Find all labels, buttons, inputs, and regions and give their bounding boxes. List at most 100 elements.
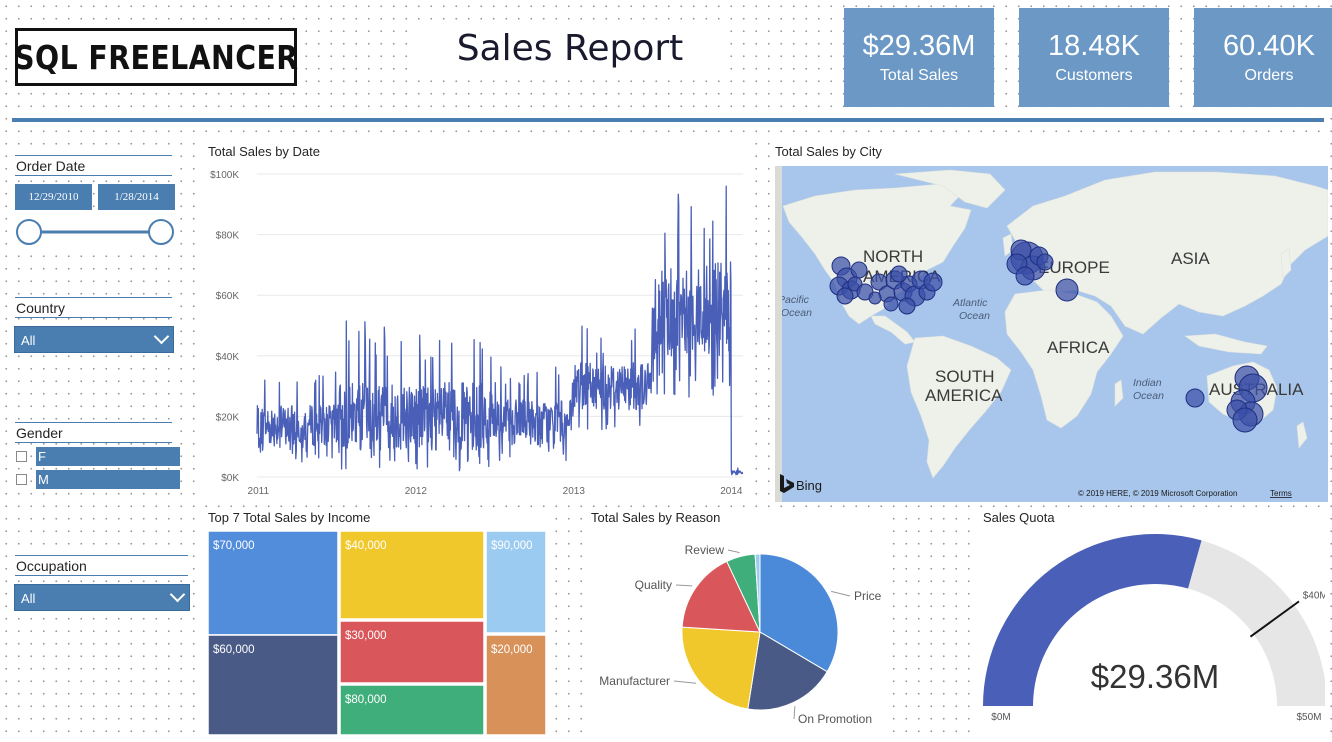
- pie-leader-line: [727, 549, 740, 554]
- sales-line-series[interactable]: [256, 185, 744, 476]
- header-divider: [12, 118, 1324, 122]
- kpi-value: 18.48K: [1048, 30, 1140, 62]
- gender-option-label: M: [36, 470, 180, 489]
- pie-leader-line: [793, 706, 796, 720]
- pie-slice[interactable]: [754, 553, 761, 633]
- indonesia-shape: [1184, 333, 1268, 355]
- pie-slice-label: Review: [685, 543, 725, 557]
- city-bubble[interactable]: [1036, 253, 1054, 271]
- south-america-shape: [906, 335, 1012, 479]
- total-sales-by-date-chart[interactable]: $0K $20K $40K $60K $80K $100K 2011 2012 2013 2014: [205, 162, 750, 502]
- city-bubble[interactable]: [898, 297, 916, 315]
- gender-slicer-title: Gender: [15, 422, 172, 443]
- x-tick-label: 2014: [720, 486, 743, 497]
- map-copyright: © 2019 HERE, © 2019 Microsoft Corporatio…: [1078, 489, 1237, 498]
- africa-shape: [1004, 289, 1124, 429]
- kpi-label: Customers: [1055, 67, 1133, 84]
- checkbox[interactable]: [16, 451, 27, 462]
- japan-shape: [1280, 247, 1292, 279]
- map-land: [782, 169, 1328, 479]
- sales-by-reason-pie[interactable]: Price On Promotion Manufacturer Quality Revi…: [588, 528, 888, 738]
- pie-slice[interactable]: [747, 631, 828, 711]
- treemap-tile-label: $70,000: [213, 540, 255, 552]
- y-tick-label: $100K: [210, 170, 239, 181]
- pie-leader-line: [675, 584, 693, 587]
- city-bubble[interactable]: [883, 296, 899, 312]
- gauge-fill: [983, 534, 1202, 706]
- line-chart-title: Total Sales by Date: [208, 144, 321, 159]
- kpi-orders: 60.40K Orders: [1194, 8, 1332, 107]
- y-tick-label: $80K: [216, 231, 240, 242]
- city-bubble[interactable]: [836, 287, 854, 305]
- occupation-dropdown[interactable]: All: [14, 584, 190, 611]
- kpi-label: Total Sales: [879, 67, 959, 84]
- gauge-target-label: $40M: [1303, 590, 1325, 601]
- treemap-tile-label: $80,000: [345, 694, 387, 706]
- map-terms-link[interactable]: Terms: [1270, 489, 1292, 498]
- pie-slice[interactable]: [759, 553, 839, 673]
- map-label-indian-1: Indian: [1133, 377, 1162, 389]
- treemap-tile[interactable]: [339, 531, 485, 620]
- slider-end-handle[interactable]: [148, 219, 174, 245]
- order-date-slicer-title: Order Date: [15, 155, 172, 176]
- map-label-pacific-1: Pacific: [778, 294, 810, 306]
- city-bubble[interactable]: [868, 291, 882, 305]
- gauge-target-marker: [1249, 600, 1300, 638]
- country-dropdown[interactable]: All: [14, 326, 174, 353]
- pie-leader-line: [831, 590, 851, 597]
- logo: SQL FREELANCER: [13, 28, 299, 86]
- map-label-indian-2: Ocean: [1133, 390, 1164, 402]
- gender-option-f[interactable]: F: [15, 447, 180, 466]
- income-treemap[interactable]: $70,000 $60,000 $40,000 $30,000 $80,000 $90,0…: [208, 531, 548, 736]
- greenland-shape: [894, 169, 1006, 209]
- kpi-label: Orders: [1244, 67, 1294, 84]
- chevron-down-icon: [169, 586, 186, 603]
- treemap-tile-label: $90,000: [491, 540, 533, 552]
- pie-slice[interactable]: [681, 560, 761, 633]
- chevron-down-icon: [153, 328, 170, 345]
- gender-option-m[interactable]: M: [15, 470, 180, 489]
- logo-text: SQL FREELANCER: [13, 37, 299, 77]
- total-sales-by-city-map[interactable]: NORTH AMERICA EUROPE ASIA AFRICA SOUTH A…: [775, 166, 1328, 502]
- start-date-input[interactable]: 12/29/2010: [15, 184, 92, 210]
- date-range-slider[interactable]: [12, 214, 180, 250]
- treemap-tile[interactable]: [485, 634, 547, 736]
- treemap-tile[interactable]: [208, 531, 339, 636]
- treemap-tile-label: $40,000: [345, 540, 387, 552]
- checkbox[interactable]: [16, 474, 27, 485]
- pie-slice[interactable]: [681, 626, 761, 710]
- x-tick-label: 2012: [405, 486, 428, 497]
- slider-start-handle[interactable]: [16, 219, 42, 245]
- city-bubble[interactable]: [1185, 388, 1205, 408]
- city-bubble[interactable]: [1232, 407, 1258, 433]
- bing-logo: Bing: [780, 474, 822, 493]
- city-bubble[interactable]: [1015, 266, 1035, 286]
- treemap-tile[interactable]: [485, 531, 547, 634]
- map-label-asia: ASIA: [1171, 249, 1210, 268]
- treemap-tile[interactable]: [339, 620, 485, 684]
- pie-slice-label: On Promotion: [798, 712, 872, 726]
- gender-option-label: F: [36, 447, 180, 466]
- city-bubble[interactable]: [850, 261, 868, 279]
- map-label-atlantic-1: Atlantic: [952, 297, 988, 309]
- madagascar-shape: [1114, 379, 1124, 407]
- end-date-input[interactable]: 1/28/2014: [98, 184, 175, 210]
- map-title: Total Sales by City: [775, 144, 882, 159]
- treemap-tile-label: $60,000: [213, 644, 255, 656]
- pie-slice-label: Price: [854, 589, 882, 603]
- treemap-tile-label: $30,000: [345, 630, 387, 642]
- map-label-africa: AFRICA: [1047, 338, 1110, 357]
- treemap-tile[interactable]: [339, 684, 485, 736]
- treemap-tile[interactable]: [208, 634, 339, 736]
- city-bubble[interactable]: [923, 272, 943, 292]
- eurasia-shape: [1006, 171, 1328, 335]
- occupation-selected: All: [21, 591, 36, 606]
- country-selected: All: [21, 333, 36, 348]
- x-tick-label: 2013: [563, 486, 586, 497]
- city-bubble[interactable]: [890, 265, 908, 283]
- city-bubble[interactable]: [1055, 278, 1079, 302]
- map-scroll-edge: [775, 166, 782, 502]
- kpi-value: 60.40K: [1223, 30, 1315, 62]
- country-slicer-title: Country: [15, 297, 172, 318]
- map-label-atlantic-2: Ocean: [959, 310, 990, 322]
